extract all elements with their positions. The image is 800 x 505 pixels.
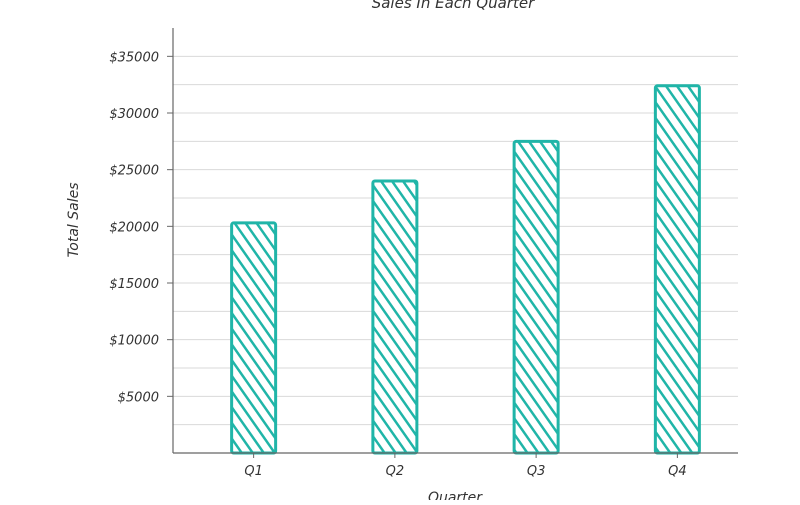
y-tick-label: $25000 xyxy=(109,164,159,179)
x-tick-label: Q2 xyxy=(386,464,405,479)
bar-q1 xyxy=(231,222,276,453)
bar-q2 xyxy=(372,181,417,453)
y-tick-label: $30000 xyxy=(109,107,159,122)
x-axis-title: Quarter xyxy=(428,490,483,500)
y-tick-label: $5000 xyxy=(118,390,159,405)
axes xyxy=(172,28,738,454)
x-tick-label: Q4 xyxy=(668,464,687,479)
y-tick-label: $10000 xyxy=(109,334,159,349)
y-tick-label: $35000 xyxy=(109,50,159,65)
y-tick-label: $15000 xyxy=(109,277,159,292)
y-axis-title: Total Sales xyxy=(66,182,82,257)
x-tick-label: Q3 xyxy=(527,464,546,479)
x-tick-labels: Q1 Q2 Q3 Q4 xyxy=(244,453,687,479)
chart-title: Sales In Each Quarter xyxy=(372,0,535,12)
y-tick-label: $20000 xyxy=(109,220,159,235)
bars xyxy=(230,84,701,455)
x-tick-label: Q1 xyxy=(244,464,263,479)
y-tick-labels: $5000 $10000 $15000 $20000 $25000 $30000 $3500… xyxy=(109,50,173,405)
bar-q4 xyxy=(655,85,700,454)
bar-q3 xyxy=(514,141,559,454)
